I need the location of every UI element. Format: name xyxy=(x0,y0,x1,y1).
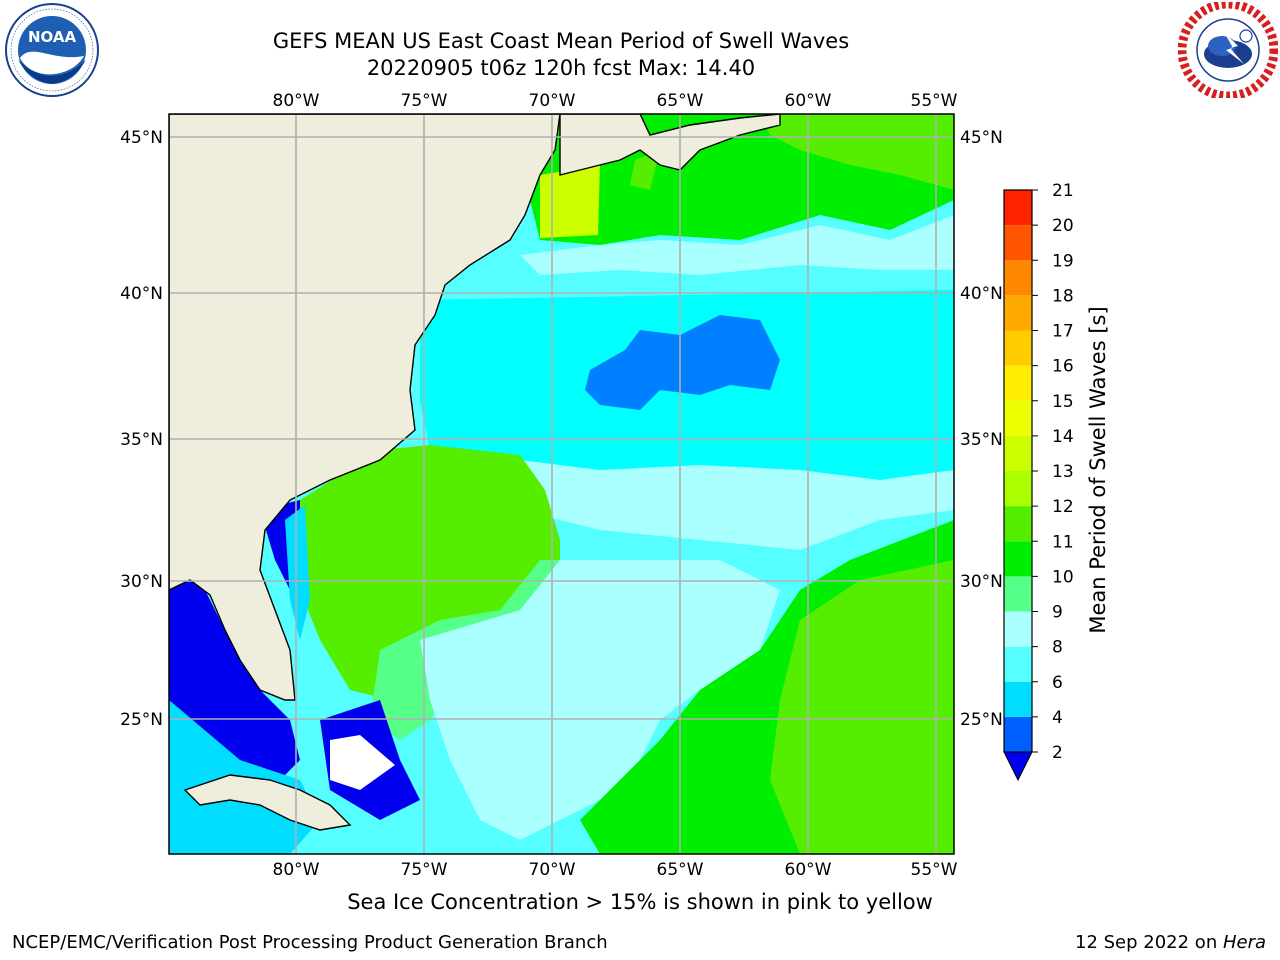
nws-logo xyxy=(1177,0,1279,101)
colorbar-tick-label: 2 xyxy=(1052,743,1063,763)
map-frame xyxy=(168,113,955,855)
colorbar-under-arrow xyxy=(1003,751,1033,782)
lat-label-right: 25°N xyxy=(960,710,1003,730)
colorbar-segment xyxy=(1004,471,1032,507)
colorbar-tick-label: 19 xyxy=(1052,251,1074,271)
colorbar-segment xyxy=(1004,716,1032,752)
colorbar-segment xyxy=(1004,225,1032,261)
noaa-logo: NOAA xyxy=(2,2,102,98)
colorbar-segment xyxy=(1004,400,1032,436)
colorbar-segment xyxy=(1004,435,1032,471)
colorbar-segment xyxy=(1004,260,1032,296)
colorbar-segment xyxy=(1004,295,1032,331)
lon-label-bottom: 55°W xyxy=(911,860,958,880)
sea-ice-note: Sea Ice Concentration > 15% is shown in … xyxy=(347,890,933,914)
colorbar-tick-label: 21 xyxy=(1052,181,1074,201)
lat-label-right: 45°N xyxy=(960,128,1003,148)
ocean-field xyxy=(169,114,954,854)
lon-label-bottom: 80°W xyxy=(273,860,320,880)
footer-credit: NCEP/EMC/Verification Post Processing Pr… xyxy=(12,932,608,953)
land xyxy=(169,114,781,831)
colorbar-segment xyxy=(1004,190,1032,226)
colorbar-segment xyxy=(1004,646,1032,682)
colorbar-tick-label: 15 xyxy=(1052,392,1074,412)
lon-label-top: 65°W xyxy=(657,91,704,111)
colorbar-tick-label: 11 xyxy=(1052,532,1074,552)
lon-labels-top: 80°W 75°W 70°W 65°W 60°W 55°W xyxy=(273,91,958,111)
chart-subtitle: 20220905 t06z 120h fcst Max: 14.40 xyxy=(366,56,756,80)
lon-label-top: 80°W xyxy=(273,91,320,111)
colorbar-tick-label: 17 xyxy=(1052,322,1074,342)
colorbar-tick-label: 10 xyxy=(1052,567,1074,587)
colorbar-tick-label: 9 xyxy=(1052,603,1063,623)
colorbar-ticks: 2 4 6 8 9 10 11 12 13 14 15 16 17 18 19 20 21 xyxy=(1032,181,1074,763)
lon-label-bottom: 65°W xyxy=(657,860,704,880)
colorbar-segment xyxy=(1004,365,1032,401)
colorbar-segment xyxy=(1004,541,1032,577)
lon-label-top: 70°W xyxy=(529,91,576,111)
footer-date-text: 12 Sep 2022 on xyxy=(1075,932,1223,953)
lat-label-right: 40°N xyxy=(960,284,1003,304)
lon-labels-bottom: 80°W 75°W 70°W 65°W 60°W 55°W xyxy=(273,860,958,880)
lat-label-left: 40°N xyxy=(120,284,163,304)
map-gridlines xyxy=(169,114,954,854)
lat-label-left: 30°N xyxy=(120,572,163,592)
colorbar-tick-label: 13 xyxy=(1052,462,1074,482)
colorbar-tick-label: 20 xyxy=(1052,216,1074,236)
lon-label-top: 75°W xyxy=(401,91,448,111)
lon-label-top: 55°W xyxy=(911,91,958,111)
colorbar-tick-label: 12 xyxy=(1052,497,1074,517)
colorbar-label: Mean Period of Swell Waves [s] xyxy=(1086,306,1110,633)
lat-label-left: 25°N xyxy=(120,710,163,730)
colorbar-tick-label: 4 xyxy=(1052,708,1063,728)
lat-label-right: 35°N xyxy=(960,430,1003,450)
colorbar xyxy=(1003,189,1033,782)
lon-label-bottom: 60°W xyxy=(785,860,832,880)
colorbar-tick-label: 6 xyxy=(1052,673,1063,693)
colorbar-tick-label: 14 xyxy=(1052,427,1074,447)
colorbar-segment xyxy=(1004,611,1032,647)
lat-label-right: 30°N xyxy=(960,572,1003,592)
colorbar-tick-label: 16 xyxy=(1052,357,1074,377)
colorbar-tick-label: 8 xyxy=(1052,638,1063,658)
lat-label-left: 45°N xyxy=(120,128,163,148)
colorbar-segment xyxy=(1004,576,1032,612)
lat-label-left: 35°N xyxy=(120,430,163,450)
noaa-logo-text: NOAA xyxy=(28,28,77,46)
chart-title: GEFS MEAN US East Coast Mean Period of S… xyxy=(272,29,850,53)
colorbar-segment xyxy=(1004,506,1032,542)
lon-label-bottom: 70°W xyxy=(529,860,576,880)
colorbar-segment xyxy=(1004,681,1032,717)
footer-date: 12 Sep 2022 on Hera xyxy=(1075,932,1266,953)
footer-machine: Hera xyxy=(1222,932,1266,953)
lat-labels-left: 45°N 40°N 35°N 30°N 25°N xyxy=(120,128,163,730)
lon-label-top: 60°W xyxy=(785,91,832,111)
lat-labels-right: 45°N 40°N 35°N 30°N 25°N xyxy=(960,128,1003,730)
colorbar-tick-label: 18 xyxy=(1052,286,1074,306)
colorbar-segment xyxy=(1004,330,1032,366)
lon-label-bottom: 75°W xyxy=(401,860,448,880)
